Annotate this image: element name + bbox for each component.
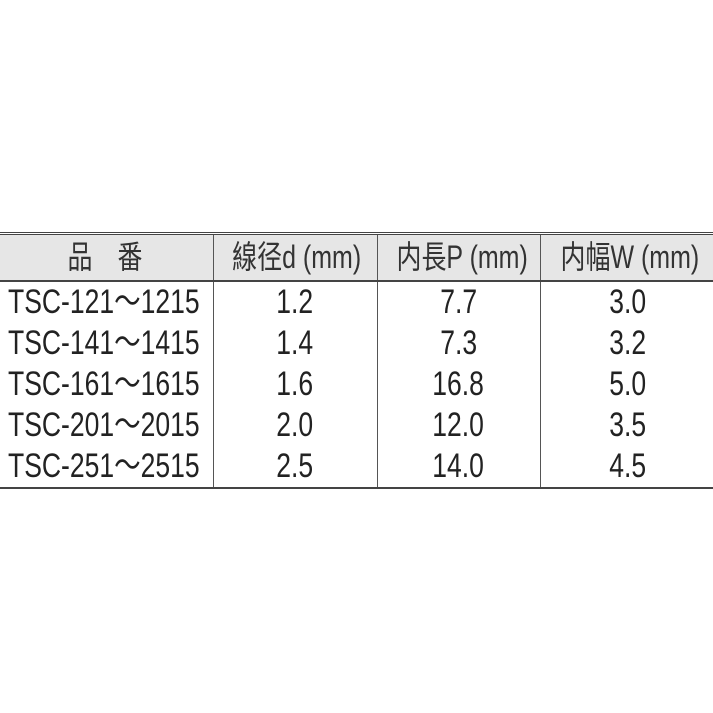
header-wire-diameter: 線径d (mm) [212,233,377,281]
header-inner-width: 内幅W (mm) [539,233,713,281]
header-inner-length: 内長P (mm) [376,233,540,281]
cell-wire-diameter: 1.2 [212,281,377,323]
cell-text: 2.5 [276,447,314,485]
cell-text: 12.0 [432,406,485,444]
cell-text: TSC-161～1615 [8,365,200,403]
cell-text: 1.2 [276,283,314,321]
header-part-number: 品 番 [67,239,143,275]
table-row: TSC-201～2015 2.0 12.0 3.5 [0,405,713,446]
cell-text: 14.0 [432,447,485,485]
cell-text: 2.0 [276,406,314,444]
cell-inner-length: 7.7 [376,281,540,323]
cell-part-number: TSC-141～1415 [0,323,213,364]
cell-text: 7.3 [440,324,477,362]
table-row: TSC-141～1415 1.4 7.3 3.2 [0,323,713,364]
table-row: TSC-161～1615 1.6 16.8 5.0 [0,364,713,405]
cell-text: 4.5 [609,447,647,485]
cell-inner-length: 16.8 [376,364,540,405]
cell-wire-diameter: 2.5 [212,446,377,488]
cell-wire-diameter: 1.4 [212,323,377,364]
cell-text: TSC-141～1415 [8,324,200,362]
table-row: TSC-251～2515 2.5 14.0 4.5 [0,446,713,488]
cell-text: 16.8 [432,365,485,403]
cell-inner-length: 12.0 [376,405,540,446]
cell-text: 3.2 [609,324,647,362]
cell-text: 7.7 [440,283,477,321]
cell-text: TSC-201～2015 [8,406,200,444]
header-row: 品 番 線径d (mm) 内長P (mm) 内幅W (mm) [0,233,713,281]
cell-inner-width: 3.5 [539,405,713,446]
cell-wire-diameter: 2.0 [212,405,377,446]
cell-part-number: TSC-251～2515 [0,446,213,488]
cell-inner-length: 7.3 [376,323,540,364]
cell-inner-width: 5.0 [539,364,713,405]
cell-part-number: TSC-121～1215 [0,281,213,323]
cell-text: 3.0 [609,283,647,321]
cell-part-number: TSC-161～1615 [0,364,213,405]
cell-text: TSC-121～1215 [8,283,200,321]
cell-text: 5.0 [609,365,647,403]
cell-inner-length: 14.0 [376,446,540,488]
spec-table: 品 番 線径d (mm) 内長P (mm) 内幅W (mm) TSC-121～1… [0,232,713,489]
cell-text: 1.4 [276,324,314,362]
cell-text: 1.6 [276,365,314,403]
cell-inner-width: 3.0 [539,281,713,323]
cell-inner-width: 4.5 [539,446,713,488]
cell-text: TSC-251～2515 [8,447,200,485]
cell-wire-diameter: 1.6 [212,364,377,405]
cell-inner-width: 3.2 [539,323,713,364]
cell-part-number: TSC-201～2015 [0,405,213,446]
table-row: TSC-121～1215 1.2 7.7 3.0 [0,281,713,323]
cell-text: 3.5 [609,406,647,444]
